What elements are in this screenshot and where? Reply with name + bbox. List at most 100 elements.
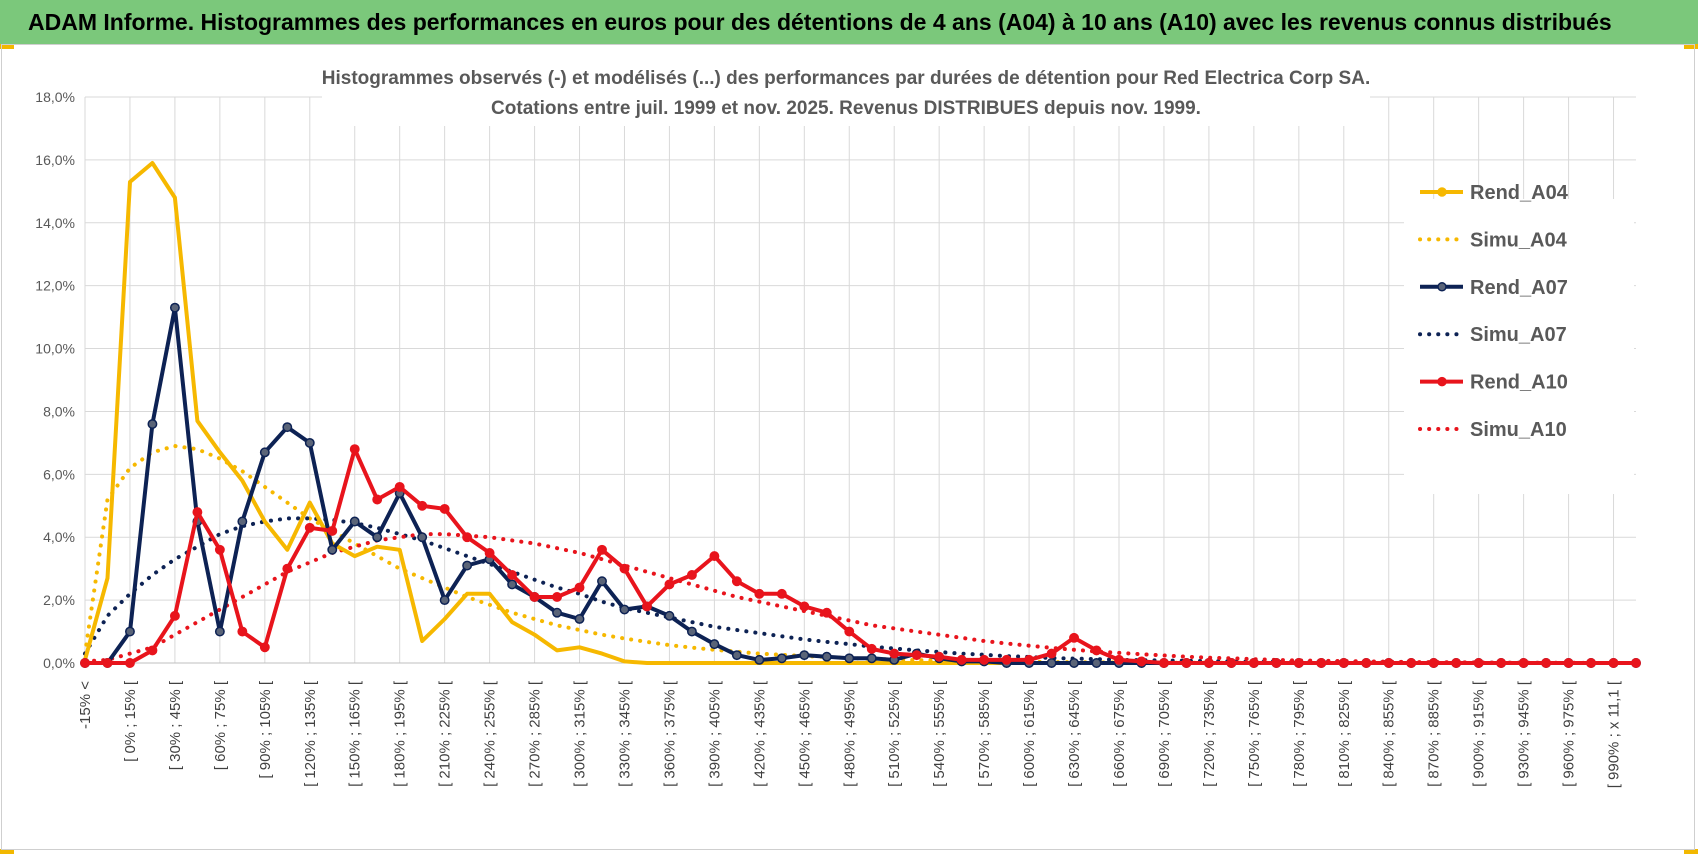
data-point [1361, 658, 1372, 668]
y-tick-label: 18,0% [35, 89, 75, 105]
data-point [956, 654, 967, 665]
x-axis: -15% < [ 0% ; 15% [[ 30% ; 45% [[ 60% ; 7… [77, 662, 1636, 788]
data-point [349, 444, 360, 455]
data-point [147, 645, 158, 656]
data-point [1586, 658, 1596, 668]
series-line [83, 161, 1636, 665]
data-point [1001, 654, 1012, 665]
data-point [349, 516, 360, 527]
data-point [911, 650, 922, 661]
y-tick-label: 8,0% [43, 403, 75, 419]
y-tick-label: 10,0% [35, 341, 75, 357]
data-point [799, 601, 810, 612]
data-point [439, 503, 450, 514]
x-tick-label: [ 600% ; 615% [ [1021, 680, 1038, 787]
data-point [102, 658, 113, 668]
data-point [664, 579, 675, 590]
x-tick-label: [ 900% ; 915% [ [1471, 680, 1488, 787]
y-axis: 0,0% 2,0% 4,0% 6,0% 8,0% 10,0% 12,0% 14,0% 16,0%… [35, 89, 75, 671]
x-tick-label: [ 30% ; 45% [ [167, 680, 184, 770]
x-tick-label: [ 180% ; 195% [ [392, 680, 409, 787]
data-point [304, 437, 315, 448]
legend-item: Rend_A10 [1420, 372, 1568, 394]
x-tick-label: [ 210% ; 225% [ [437, 680, 454, 787]
data-point [1203, 658, 1214, 668]
x-tick-label: [ 90% ; 105% [ [257, 680, 274, 778]
x-tick-label: [ 840% ; 855% [ [1381, 680, 1398, 787]
data-point [754, 654, 765, 665]
data-point [844, 626, 855, 637]
x-tick-label: [ 150% ; 165% [ [347, 680, 364, 787]
legend-label: Simu_A04 [1470, 229, 1568, 251]
y-tick-label: 16,0% [35, 152, 75, 168]
x-tick-label: [ 540% ; 555% [ [931, 680, 948, 787]
data-point [574, 614, 585, 624]
series-line [83, 516, 1638, 665]
series-simu-a10 [83, 532, 1638, 665]
legend-marker [1437, 187, 1447, 197]
data-point [776, 588, 787, 599]
data-point [1563, 658, 1574, 668]
data-point [1608, 658, 1619, 668]
data-point [1428, 658, 1439, 668]
data-point [439, 595, 450, 606]
data-point [1631, 658, 1641, 668]
data-point [259, 642, 270, 653]
data-point [731, 650, 742, 661]
data-point [304, 522, 315, 533]
data-point [1496, 658, 1507, 668]
x-tick-label: [ 480% ; 495% [ [841, 680, 858, 787]
data-point [1293, 658, 1304, 668]
data-point [394, 481, 405, 492]
chart-title-block: Histogrammes observés (-) et modélisés (… [322, 60, 1370, 126]
data-point [889, 648, 900, 659]
data-point [529, 592, 540, 602]
data-point [574, 582, 585, 593]
corner-mark-bottom-left [0, 849, 14, 854]
y-tick-label: 0,0% [43, 655, 75, 671]
data-point [1069, 658, 1079, 668]
x-tick-label: -15% < [77, 681, 94, 729]
series-rend-a10 [80, 444, 1641, 668]
data-point [776, 653, 787, 664]
x-tick-label: [ 300% ; 315% [ [572, 680, 589, 787]
chart-frame [1, 44, 1695, 850]
legend-label: Rend_A10 [1470, 372, 1568, 394]
data-point [327, 544, 338, 555]
x-tick-label: [ 690% ; 705% [ [1156, 680, 1173, 787]
x-tick-label: [ 60% ; 75% [ [212, 680, 229, 770]
x-tick-label: [ 390% ; 405% [ [706, 680, 723, 787]
data-point [125, 658, 135, 668]
data-point [507, 579, 518, 590]
series-line [85, 305, 1636, 665]
data-point [934, 651, 945, 662]
data-point [754, 588, 765, 599]
data-point [821, 607, 832, 618]
data-point [1046, 658, 1057, 668]
corner-mark-bottom-right [1684, 849, 1698, 854]
data-point [80, 658, 90, 668]
data-point [372, 532, 383, 543]
data-point [552, 592, 562, 602]
data-point [125, 626, 135, 637]
data-point [866, 643, 877, 654]
data-point [866, 653, 877, 664]
data-point [507, 570, 518, 580]
x-tick-label: [ 240% ; 255% [ [482, 680, 499, 787]
data-point [979, 654, 990, 665]
data-point [1473, 658, 1484, 668]
chart-title: Histogrammes observés (-) et modélisés (… [322, 68, 1370, 89]
x-tick-label: [ 330% ; 345% [ [616, 680, 633, 787]
x-tick-label: [ 510% ; 525% [ [886, 680, 903, 787]
data-point [372, 494, 383, 505]
data-point [1136, 656, 1147, 667]
x-tick-label: [ 870% ; 885% [ [1426, 680, 1443, 787]
data-point [1046, 648, 1057, 659]
y-tick-label: 4,0% [43, 529, 75, 545]
data-point [1383, 658, 1394, 668]
data-point [619, 604, 630, 615]
data-point [552, 607, 562, 618]
chart-subtitle: Cotations entre juil. 1999 et nov. 2025.… [491, 98, 1201, 119]
data-point [282, 422, 293, 433]
data-point [686, 570, 697, 580]
